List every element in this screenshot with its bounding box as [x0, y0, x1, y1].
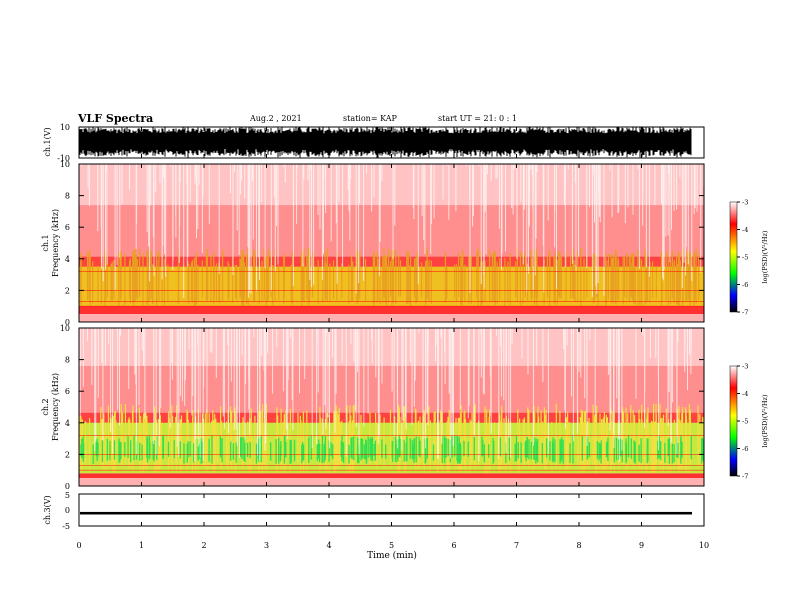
ch2-colorbar-label: log(PSD)(V²/Hz) [761, 394, 769, 447]
ch1-colorbar-label: log(PSD)(V²/Hz) [761, 230, 769, 283]
time-tick-label-8: 8 [576, 541, 581, 550]
time-tick-label-2: 2 [201, 541, 206, 550]
ch3-waveform-panel: 5 0 -5 ch.3(V) 0 1 2 3 4 5 6 7 8 9 10 Time (min) [43, 127, 709, 561]
ch2-colorbar: -3 -4 -5 -6 -7 log(PSD)(V²/Hz) [729, 363, 769, 481]
ch2-spectrogram-panel: 0 2 4 6 8 10 ch.2 Frequency (kHz) [41, 324, 705, 491]
ch1-colorbar-gradient [729, 201, 738, 313]
freq-tick-label-0: 0 [65, 318, 70, 327]
cbar-tick-label--6: -6 [742, 281, 748, 289]
ch3-ytick-bottom: -5 [62, 522, 70, 531]
ch3-ytick-top: 5 [65, 491, 70, 500]
time-axis-label: Time (min) [367, 550, 417, 561]
date-label: Aug.2 , 2021 [250, 114, 302, 123]
freq-tick-label-10: 10 [60, 324, 70, 333]
freq-tick-label-8: 8 [65, 192, 70, 201]
ch1-spectrogram-image [79, 164, 704, 322]
ch1-spectrogram-panel: 0 2 4 6 8 10 ch.1 Frequency (kHz) [41, 160, 705, 327]
ch3-waveform-line [80, 511, 692, 515]
ch2-colorbar-gradient [729, 365, 738, 477]
time-tick-label-7: 7 [514, 541, 519, 550]
ch1-colorbar: -3 -4 -5 -6 -7 log(PSD)(V²/Hz) [729, 199, 769, 317]
time-tick-label-10: 10 [699, 541, 709, 550]
freq-tick-label-2: 2 [65, 450, 70, 459]
spectrogram-low-band [79, 473, 704, 478]
spectrogram-white-streaks [81, 164, 704, 298]
freq-tick-label-0: 0 [65, 482, 70, 491]
time-tick-label-6: 6 [451, 541, 456, 550]
ch1-ytick-bottom: -10 [57, 154, 70, 163]
ch1-frequency-axis-label: Frequency (kHz) [51, 209, 60, 277]
ch2-frequency-ticks: 0 2 4 6 8 10 [60, 324, 704, 491]
time-tick-label-5: 5 [389, 541, 394, 550]
ch1-waveform-line [79, 127, 692, 158]
start-time-label: start UT = 21: 0 : 1 [438, 114, 517, 123]
ch2-spectrogram-image [79, 328, 705, 486]
freq-tick-label-10: 10 [60, 160, 70, 169]
freq-tick-label-2: 2 [65, 286, 70, 295]
ch3-ytick-mid: 0 [65, 506, 70, 515]
time-axis-ticks: 0 1 2 3 4 5 6 7 8 9 10 [76, 127, 709, 550]
freq-tick-label-8: 8 [65, 356, 70, 365]
freq-tick-label-6: 6 [65, 387, 70, 396]
freq-tick-label-4: 4 [65, 419, 70, 428]
ch3-waveform-frame [78, 493, 705, 527]
ch2-frequency-axis-label: Frequency (kHz) [51, 373, 60, 441]
spectrogram-top-fade [79, 328, 704, 366]
ch1-waveform-ylabel: ch.1(V) [43, 127, 52, 156]
cbar-tick-label--5: -5 [742, 254, 748, 262]
cbar-tick-label--7: -7 [742, 309, 748, 317]
time-tick-label-0: 0 [76, 541, 81, 550]
cbar-tick-label--5: -5 [742, 418, 748, 426]
time-tick-label-1: 1 [139, 541, 144, 550]
chart-title: VLF Spectra [78, 112, 154, 125]
ch1-channel-label: ch.1 [41, 234, 50, 251]
cbar-tick-label--6: -6 [742, 445, 748, 453]
cbar-tick-label--4: -4 [742, 390, 748, 398]
cbar-tick-label--3: -3 [742, 199, 748, 207]
spectrogram-low-band [79, 306, 704, 314]
ch3-waveform-ylabel: ch.3(V) [43, 495, 52, 524]
cbar-tick-label--4: -4 [742, 226, 748, 234]
ch1-ytick-top: 10 [60, 123, 70, 132]
freq-tick-label-4: 4 [65, 255, 70, 264]
ch2-channel-label: ch.2 [41, 398, 50, 415]
time-tick-label-9: 9 [639, 541, 644, 550]
spectrogram-white-streaks [79, 328, 705, 462]
ch3-waveform-trace [80, 511, 692, 515]
time-tick-label-4: 4 [326, 541, 331, 550]
cbar-tick-label--3: -3 [742, 363, 748, 371]
ch1-frequency-ticks: 0 2 4 6 8 10 [60, 160, 704, 327]
ch1-waveform-panel: 10 -10 ch.1(V) [43, 123, 705, 163]
ch1-waveform-trace [79, 127, 692, 158]
cbar-tick-label--7: -7 [742, 473, 748, 481]
time-tick-label-3: 3 [264, 541, 269, 550]
station-label: station= KAP [343, 114, 397, 123]
freq-tick-label-6: 6 [65, 223, 70, 232]
